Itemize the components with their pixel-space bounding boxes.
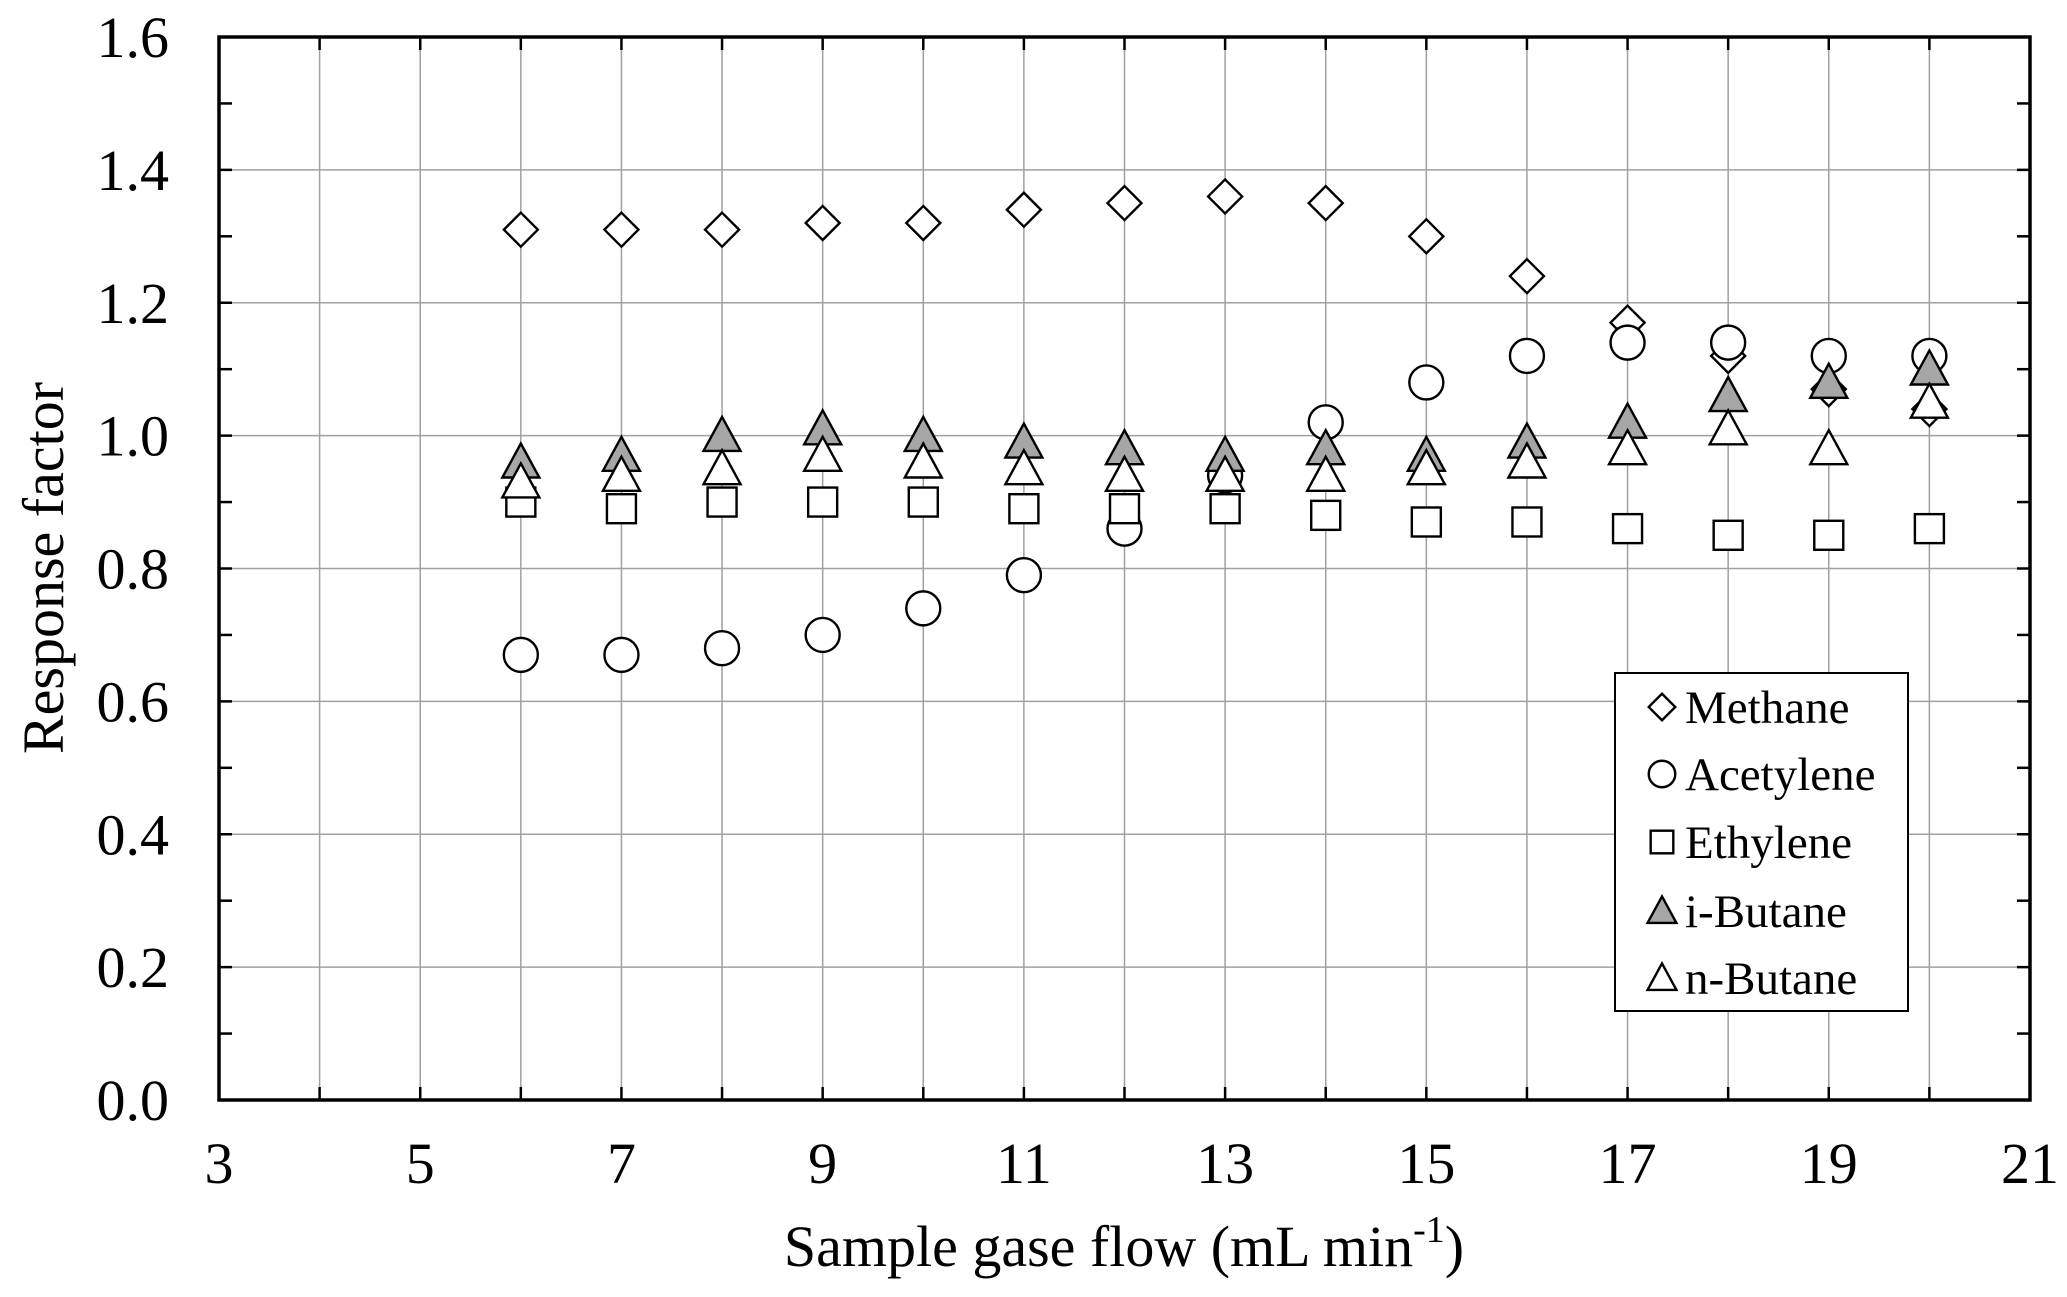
data-point-ethylene [909, 488, 938, 517]
data-point-acetylene [1409, 365, 1443, 399]
data-point-ethylene [1211, 494, 1240, 523]
data-point-acetylene [1007, 558, 1041, 592]
data-point-acetylene [504, 638, 538, 672]
x-tick-label: 9 [808, 1131, 837, 1196]
data-point-acetylene [1611, 326, 1645, 360]
data-point-ethylene [1512, 507, 1541, 536]
x-tick-label: 11 [996, 1131, 1052, 1196]
legend-label-i-butane: i-Butane [1685, 886, 1847, 938]
y-tick-label: 0.0 [97, 1068, 170, 1133]
legend-label-n-butane: n-Butane [1685, 953, 1857, 1005]
data-point-ethylene [1915, 514, 1944, 543]
x-tick-label: 7 [607, 1131, 636, 1196]
data-point-ethylene [1613, 514, 1642, 543]
x-tick-label: 13 [1196, 1131, 1254, 1196]
data-point-ethylene [708, 488, 737, 517]
x-axis-title-superscript: -1 [1413, 1209, 1445, 1251]
legend-label-ethylene: Ethylene [1685, 817, 1852, 869]
x-tick-label: 17 [1599, 1131, 1657, 1196]
data-point-ethylene [1714, 521, 1743, 550]
y-axis-title: Response factor [11, 382, 76, 754]
data-point-ethylene [1110, 494, 1139, 523]
data-point-acetylene [1711, 326, 1745, 360]
y-tick-label: 0.8 [97, 537, 170, 602]
data-point-acetylene [705, 631, 739, 665]
y-tick-label: 0.6 [97, 669, 170, 734]
data-point-ethylene [1311, 501, 1340, 530]
data-point-ethylene [607, 494, 636, 523]
data-point-acetylene [1510, 339, 1544, 373]
legend-marker-acetylene [1649, 761, 1676, 788]
y-tick-label: 1.0 [97, 404, 170, 469]
data-point-ethylene [808, 488, 837, 517]
data-point-ethylene [1412, 507, 1441, 536]
y-tick-label: 0.2 [97, 935, 170, 1000]
x-axis-title-suffix: ) [1445, 1214, 1464, 1279]
y-tick-label: 0.4 [97, 802, 170, 867]
y-tick-label: 1.2 [97, 271, 170, 336]
y-tick-label: 1.4 [97, 138, 170, 203]
x-tick-label: 3 [205, 1131, 234, 1196]
x-tick-label: 21 [2001, 1131, 2059, 1196]
x-tick-label: 15 [1397, 1131, 1455, 1196]
data-point-acetylene [906, 591, 940, 625]
x-axis-title-main: Sample gase flow (mL min [784, 1214, 1413, 1279]
x-tick-label: 5 [406, 1131, 435, 1196]
legend-marker-ethylene [1651, 831, 1674, 854]
legend: Methane Acetylene Ethylene i-Butane n-Bu… [1615, 673, 1908, 1011]
data-point-acetylene [604, 638, 638, 672]
data-point-ethylene [1814, 521, 1843, 550]
y-tick-label: 1.6 [97, 5, 170, 70]
data-point-ethylene [1009, 494, 1038, 523]
legend-label-methane: Methane [1685, 682, 1849, 734]
legend-label-acetylene: Acetylene [1685, 749, 1876, 801]
x-axis-title: Sample gase flow (mL min-1) [784, 1209, 1464, 1279]
data-point-acetylene [806, 618, 840, 652]
x-tick-label: 19 [1800, 1131, 1858, 1196]
